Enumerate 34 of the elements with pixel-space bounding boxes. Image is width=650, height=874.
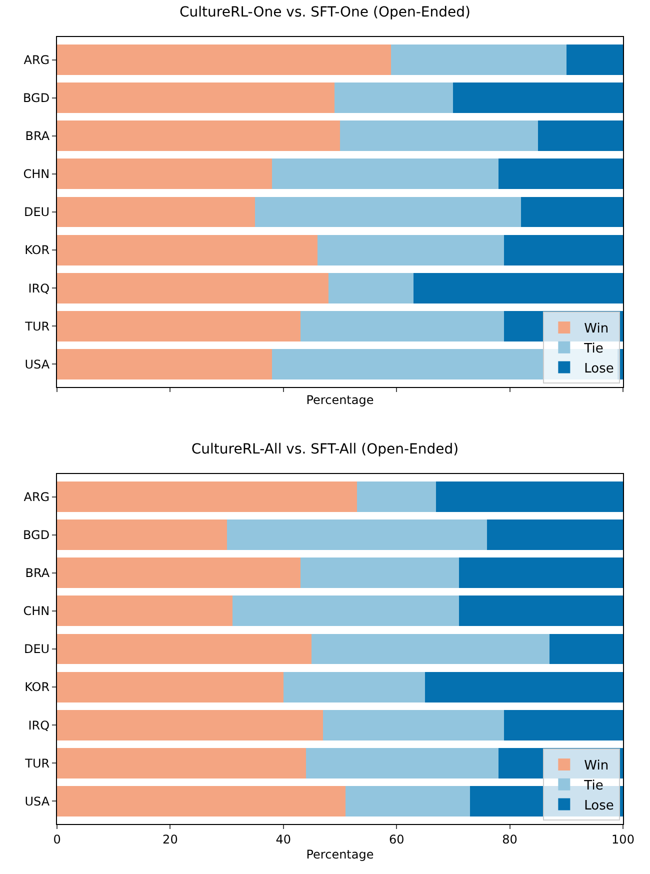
legend-label: Tie: [583, 778, 604, 794]
y-tick-label: BRA: [25, 129, 50, 144]
y-tick-label: TUR: [24, 319, 50, 334]
x-axis-title: Percentage: [306, 392, 374, 407]
legend-label: Win: [584, 758, 609, 774]
y-tick-label: BRA: [25, 566, 50, 580]
y-tick-label: KOR: [24, 243, 50, 258]
y-tick-label: IRQ: [28, 718, 50, 732]
y-tick-label: KOR: [24, 680, 50, 694]
y-tick-label: USA: [24, 357, 50, 372]
chart-title: CultureRL-All vs. SFT-All (Open-Ended): [191, 441, 459, 458]
y-tick-label: BGD: [23, 91, 50, 106]
x-tick-label: 100: [612, 832, 634, 846]
y-tick-label: IRQ: [28, 281, 50, 296]
x-axis-title: Percentage: [306, 847, 374, 862]
x-tick-label: 60: [388, 832, 404, 846]
y-tick-label: USA: [24, 794, 50, 808]
y-tick-label: TUR: [24, 756, 50, 770]
legend-label: Win: [584, 322, 609, 337]
x-tick-label: 0: [53, 832, 61, 846]
y-tick-label: ARG: [24, 53, 50, 68]
x-tick-label: 40: [276, 832, 292, 846]
legend-label: Lose: [584, 798, 614, 814]
y-tick-label: DEU: [24, 205, 50, 220]
y-tick-label: ARG: [24, 490, 50, 504]
legend-label: Lose: [584, 361, 614, 376]
legend-label: Tie: [583, 341, 604, 356]
y-tick-label: BGD: [23, 528, 50, 542]
x-tick-label: 20: [162, 832, 178, 846]
y-tick-label: CHN: [23, 167, 50, 182]
y-tick-label: CHN: [23, 604, 50, 618]
y-tick-label: DEU: [24, 642, 50, 656]
chart-title: CultureRL-One vs. SFT-One (Open-Ended): [180, 4, 470, 20]
x-tick-label: 80: [502, 832, 518, 846]
